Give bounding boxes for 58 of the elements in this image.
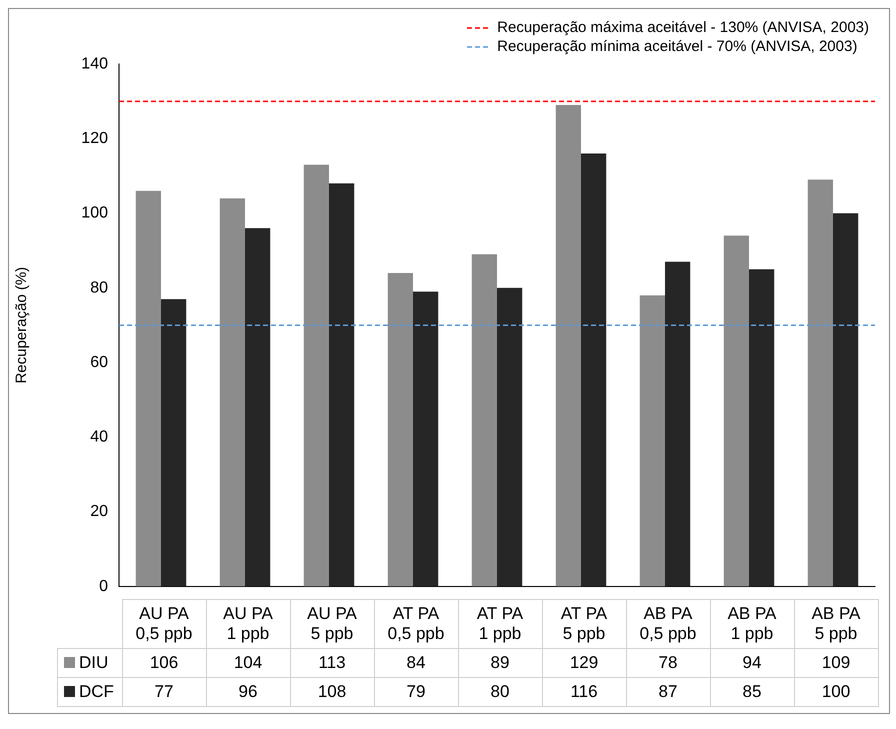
data-label: 85 (710, 678, 794, 706)
bar (665, 262, 690, 586)
legend-label: DCF (58, 678, 122, 706)
x-tick-label: AB PA 0,5 ppb (626, 600, 710, 648)
bar (136, 190, 161, 586)
y-tick-label: 80 (90, 279, 108, 296)
data-label: 129 (542, 648, 626, 678)
bar (220, 198, 245, 586)
data-label: 77 (122, 678, 206, 706)
data-label: 87 (626, 678, 710, 706)
y-axis-title: Recuperação (%) (13, 266, 30, 384)
y-tick-label: 100 (81, 204, 108, 222)
data-label: 78 (626, 648, 710, 678)
bar (161, 299, 186, 586)
x-tick-label: AB PA 1 ppb (710, 600, 794, 648)
bar (556, 105, 581, 586)
bar (581, 154, 606, 586)
data-label: 104 (206, 648, 290, 678)
data-label: 100 (794, 678, 878, 706)
data-label: 80 (458, 678, 542, 706)
data-label: 94 (710, 648, 794, 678)
bar (724, 236, 749, 586)
x-tick-label: AU PA 5 ppb (290, 600, 374, 648)
bar (472, 254, 497, 586)
y-tick-label: 0 (99, 578, 108, 595)
data-label: 84 (374, 648, 458, 678)
data-label: 89 (458, 648, 542, 678)
bar (388, 272, 413, 586)
bar (497, 288, 522, 586)
x-tick-label: AB PA 5 ppb (794, 600, 878, 648)
data-label: 79 (374, 678, 458, 706)
data-label: 113 (290, 648, 374, 678)
bar (833, 213, 858, 586)
data-label: 106 (122, 648, 206, 678)
legend-label: Recuperação máxima aceitável - 130% (ANVISA, 2003) (497, 19, 869, 36)
x-tick-label: AT PA 0,5 ppb (374, 600, 458, 648)
y-tick-label: 40 (90, 428, 108, 446)
data-label: 108 (290, 678, 374, 706)
legend-label: Recuperação mínima aceitável - 70% (ANVISA, 2003) (497, 38, 858, 55)
data-label: 109 (794, 648, 878, 678)
bar (640, 295, 665, 586)
bar (413, 292, 438, 586)
data-label: 96 (206, 678, 290, 706)
bar (304, 164, 329, 586)
x-tick-label: AU PA 0,5 ppb (122, 600, 206, 648)
y-tick-label: 20 (90, 503, 108, 520)
data-label: 116 (542, 678, 626, 706)
x-tick-label: AU PA 1 ppb (206, 600, 290, 648)
y-tick-label: 140 (81, 55, 108, 72)
bar (749, 269, 774, 586)
legend-label: DIU (58, 648, 122, 678)
x-tick-label: AT PA 1 ppb (458, 600, 542, 648)
y-tick-label: 120 (81, 130, 108, 148)
bar (808, 180, 833, 586)
bar (245, 228, 270, 586)
x-tick-label: AT PA 5 ppb (542, 600, 626, 648)
bar (329, 183, 354, 586)
y-tick-label: 60 (90, 354, 108, 371)
